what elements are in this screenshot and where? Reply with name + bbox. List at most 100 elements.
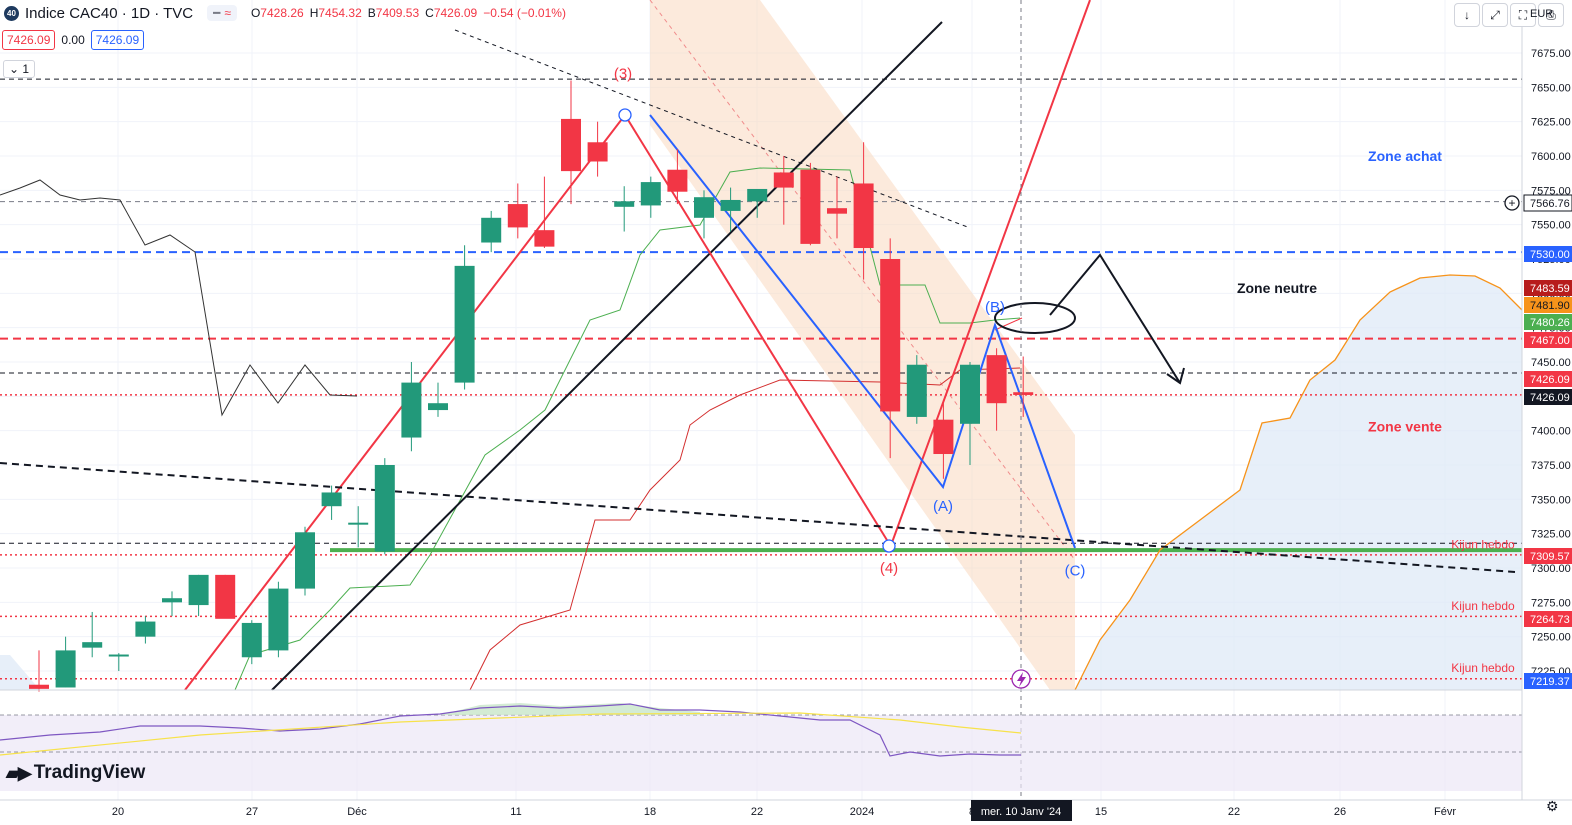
price-label: 7467.00 <box>1524 332 1572 348</box>
pivot-circle-3 <box>618 108 632 122</box>
candle <box>481 210 502 253</box>
price-tick: 7625.00 <box>1531 117 1571 129</box>
candle-body <box>507 204 528 228</box>
expand-icon[interactable]: ⤢ <box>1482 3 1508 27</box>
time-tick: 27 <box>246 806 258 818</box>
candle-body <box>534 230 555 247</box>
price-tick: 7575.00 <box>1531 185 1571 197</box>
candle <box>720 187 741 232</box>
candle-body <box>374 465 395 552</box>
minus-icon[interactable]: ━ <box>213 6 221 20</box>
time-tick: 18 <box>644 806 656 818</box>
chevron-down-icon: ⌄ <box>9 62 20 76</box>
price-label: 7264.73 <box>1524 611 1572 627</box>
candle-body <box>108 654 129 657</box>
zone-ellipse <box>994 302 1076 334</box>
candle-body <box>215 574 236 619</box>
candle-body <box>401 382 422 438</box>
price-label: 7219.37 <box>1524 673 1572 689</box>
candle <box>561 80 581 205</box>
rsi-line[interactable] <box>0 703 1021 757</box>
lightning-icon[interactable] <box>1011 669 1031 689</box>
candle <box>747 188 768 218</box>
time-tick: Déc <box>347 806 367 818</box>
time-tick: 15 <box>1095 806 1107 818</box>
download-icon[interactable]: ↓ <box>1454 3 1480 27</box>
annotation-label: Zone neutre <box>1237 280 1317 296</box>
price-label-text: 7566.76 <box>1530 198 1570 210</box>
price-tick: 7600.00 <box>1531 151 1571 163</box>
price-label: 7426.09 <box>1524 371 1572 387</box>
candle-body <box>667 169 688 192</box>
candle <box>640 176 661 218</box>
symbol-title[interactable]: Indice CAC40 · 1D · TVC <box>25 4 194 22</box>
candle <box>454 245 475 390</box>
candle-body <box>348 522 369 525</box>
ohlc-open: O7428.26 <box>250 6 304 20</box>
candle-body <box>587 142 608 162</box>
price-label: 7483.59 <box>1524 280 1572 296</box>
wave-icon[interactable]: ≈ <box>224 6 231 20</box>
candle <box>348 506 369 548</box>
projection-path <box>1049 253 1181 384</box>
price-tick: 7375.00 <box>1531 460 1571 472</box>
channel-mid-line <box>649 0 1076 561</box>
collapse-toggle[interactable]: ⌄ 1 <box>3 60 36 78</box>
tradingview-logo-icon: ▰▶ <box>6 762 32 783</box>
sell-price-button[interactable]: 7426.09 <box>2 30 56 50</box>
indicator-toggles[interactable]: ━ ≈ <box>207 5 237 21</box>
price-label-text: 7467.00 <box>1530 335 1570 347</box>
annotation-label: (A) <box>933 498 953 515</box>
candle <box>268 581 289 658</box>
candle <box>29 650 49 692</box>
currency-label: EUR <box>1530 8 1554 20</box>
candle <box>82 611 103 658</box>
candle-body <box>561 118 581 172</box>
svg-text:+: + <box>1508 196 1515 210</box>
trade-buttons: 7426.09 0.00 7426.09 <box>2 30 145 50</box>
candle-body <box>720 199 741 211</box>
tenkan-sen-line <box>234 167 1021 691</box>
price-label-text: 7219.37 <box>1530 676 1570 688</box>
fullscreen-icon[interactable]: ⛶ <box>1510 3 1536 27</box>
candle <box>374 458 395 555</box>
price-tick: 7350.00 <box>1531 494 1571 506</box>
spread-value: 0.00 <box>61 33 85 47</box>
price-tick: 7650.00 <box>1531 82 1571 94</box>
crosshair-date-label: mer. 10 Janv '24 <box>971 800 1072 821</box>
candle-body <box>773 172 794 188</box>
candle <box>507 183 528 239</box>
price-tick: 7550.00 <box>1531 220 1571 232</box>
annotation-label: (B) <box>985 299 1005 316</box>
dashed-trendline-top <box>454 29 971 229</box>
candle-body <box>454 265 475 383</box>
price-tick: 7400.00 <box>1531 426 1571 438</box>
candle <box>401 362 422 452</box>
price-label: 7566.76 <box>1523 194 1572 212</box>
candle <box>933 403 954 479</box>
candle <box>587 121 608 177</box>
time-tick: 26 <box>1334 806 1346 818</box>
candle-body <box>880 259 901 412</box>
screenshot-icon[interactable]: ⎙ <box>1538 3 1564 27</box>
price-label: 7480.26 <box>1524 314 1572 330</box>
price-label-text: 7264.73 <box>1530 614 1570 626</box>
candle-body <box>906 364 927 417</box>
tradingview-logo: ▰▶ TradingView <box>6 762 146 783</box>
rsi-ma-line[interactable] <box>0 712 1022 756</box>
price-tick: 7300.00 <box>1531 563 1571 575</box>
red-wave-b <box>994 317 1023 331</box>
buy-price-button[interactable]: 7426.09 <box>90 30 145 50</box>
candle <box>800 162 821 246</box>
candle <box>906 355 927 424</box>
price-tick: 7275.00 <box>1531 597 1571 609</box>
gear-icon[interactable]: ⚙ <box>1546 798 1559 814</box>
add-level-icon[interactable]: + <box>1504 195 1520 211</box>
annotation-label: (3) <box>614 66 632 83</box>
candle <box>162 591 182 617</box>
candle-body <box>188 574 209 606</box>
annotations: Zone achat Zone neutre Zone vente Kijun heb… <box>614 66 1515 675</box>
time-tick: 22 <box>1228 806 1240 818</box>
time-tick: 22 <box>751 806 763 818</box>
